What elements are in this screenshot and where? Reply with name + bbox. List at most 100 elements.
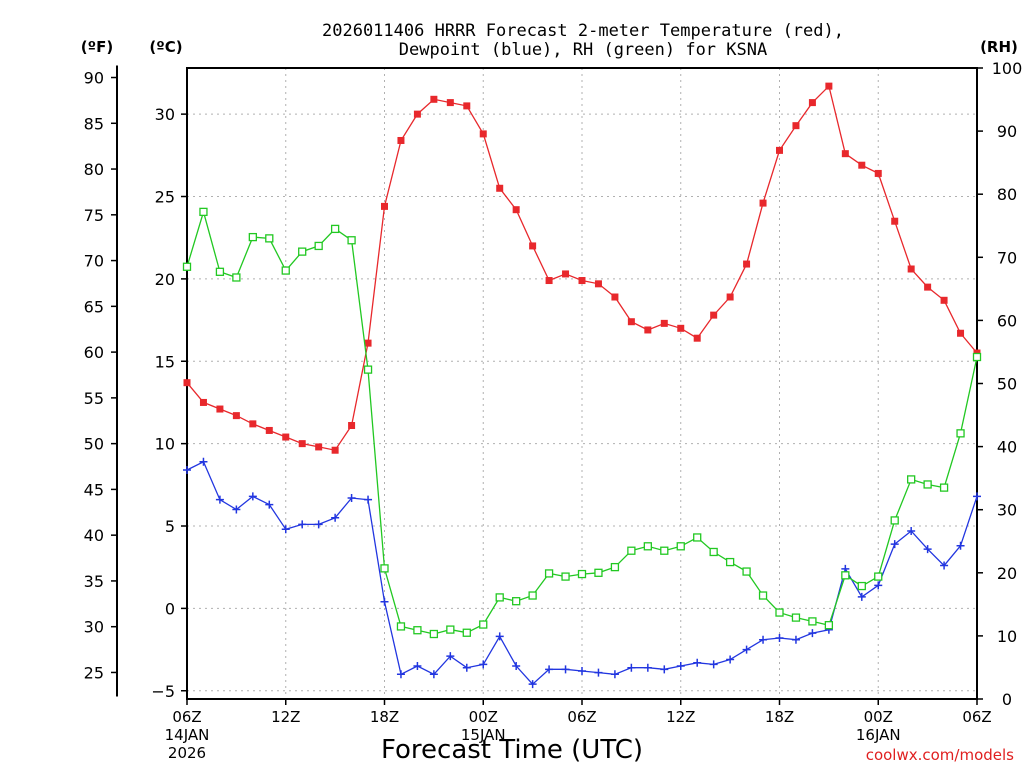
temperature-point (891, 217, 899, 225)
dewpoint-point (660, 665, 669, 674)
dewpoint-point (594, 668, 603, 677)
dewpoint-point (759, 635, 768, 644)
temperature-point (232, 412, 240, 420)
dewpoint-point (808, 629, 817, 638)
celsius-tick-label: 30 (155, 105, 175, 124)
dewpoint-point (232, 505, 241, 514)
rh-tick-label: 60 (997, 311, 1017, 330)
dewpoint-point (578, 666, 586, 675)
x-tick-label: 12Z (666, 708, 695, 726)
temperature-point (693, 334, 701, 342)
rh-point (824, 621, 834, 630)
temperature-point (743, 260, 751, 268)
dewpoint-point (693, 658, 702, 667)
rh-point (907, 475, 916, 484)
temperature-point (298, 440, 306, 448)
dewpoint-point (956, 541, 965, 550)
dewpoint-point (215, 495, 224, 504)
temperature-point (924, 283, 932, 291)
dewpoint-point (347, 494, 356, 503)
x-tick-date-label: 16JAN (856, 726, 901, 744)
temperature-point (216, 405, 224, 413)
dewpoint-point (791, 635, 800, 644)
rh-tick-label: 30 (997, 501, 1017, 520)
rh-point (528, 591, 537, 600)
dewpoint-point (396, 670, 405, 679)
rh-point (841, 571, 850, 580)
dewpoint-point (610, 670, 619, 679)
temperature-point (907, 265, 915, 273)
temperature-point (858, 161, 866, 169)
dewpoint-point (923, 545, 932, 554)
rh-tick-label: 20 (997, 564, 1017, 583)
rh-point (298, 247, 307, 256)
dewpoint-point (298, 520, 307, 529)
series-1 (183, 457, 981, 689)
dewpoint-point (709, 660, 718, 669)
temperature-point (315, 443, 323, 451)
rh-point (660, 546, 669, 555)
temperature-point (430, 95, 438, 103)
dewpoint-point (429, 670, 438, 679)
rh-point (314, 241, 323, 251)
temperature-point (348, 422, 356, 430)
x-tick-date-label: 14JAN (165, 726, 210, 744)
rh-point (347, 236, 356, 245)
rh-point (363, 365, 373, 374)
rh-point (676, 542, 685, 551)
rh-point (775, 608, 784, 617)
rh-point (232, 273, 241, 282)
celsius-tick-label: 25 (155, 188, 175, 207)
rh-point (495, 593, 504, 602)
temperature-point (282, 433, 290, 441)
rh-point (512, 597, 521, 606)
fahrenheit-tick-label: 30 (84, 618, 104, 637)
temperature-point (660, 319, 668, 327)
rh-point (972, 352, 982, 362)
rh-point (479, 620, 488, 629)
temperature-point (265, 426, 273, 434)
rh-point (396, 622, 406, 631)
rh-tick-label: 10 (997, 627, 1017, 646)
dewpoint-point (561, 665, 570, 674)
dewpoint-point (265, 500, 274, 509)
temperature-point (463, 102, 471, 110)
temperature-point (199, 398, 207, 406)
temperature-point (677, 324, 685, 332)
rh-point (709, 547, 718, 557)
temperature-point (776, 146, 783, 154)
rh-point (956, 429, 965, 438)
x-tick-label: 06Z (172, 708, 201, 726)
rh-point (693, 533, 702, 542)
rh-point (281, 266, 290, 275)
celsius-tick-label: 20 (155, 270, 175, 289)
dewpoint-point (446, 652, 455, 661)
x-tick-label: 12Z (271, 708, 300, 726)
fahrenheit-tick-label: 65 (84, 297, 104, 316)
fahrenheit-tick-label: 55 (84, 389, 104, 408)
dewpoint-point (528, 680, 537, 689)
temperature-point (627, 318, 635, 326)
x-tick-label: 06Z (567, 708, 596, 726)
dewpoint-point (495, 632, 504, 641)
temperature-point (594, 280, 602, 288)
rh-unit-label: (RH) (980, 38, 1018, 56)
fahrenheit-tick-label: 90 (84, 69, 104, 88)
rh-point (446, 625, 455, 634)
celsius-tick-label: 0 (165, 599, 175, 618)
rh-tick-label: 90 (997, 122, 1017, 141)
rh-point (742, 567, 751, 576)
rh-point (808, 617, 817, 626)
temperature-point (940, 296, 948, 304)
x-tick-label: 00Z (469, 708, 498, 726)
temperature-point (479, 130, 487, 138)
dewpoint-point (248, 492, 257, 501)
fahrenheit-tick-label: 75 (84, 206, 104, 225)
temperature-point (825, 82, 833, 90)
fahrenheit-tick-label: 70 (84, 252, 104, 271)
rh-tick-label: 0 (1002, 690, 1012, 709)
x-tick-label: 06Z (962, 708, 991, 726)
dewpoint-point (973, 492, 981, 501)
dewpoint-point (874, 581, 883, 590)
x-tick-label: 18Z (765, 708, 794, 726)
